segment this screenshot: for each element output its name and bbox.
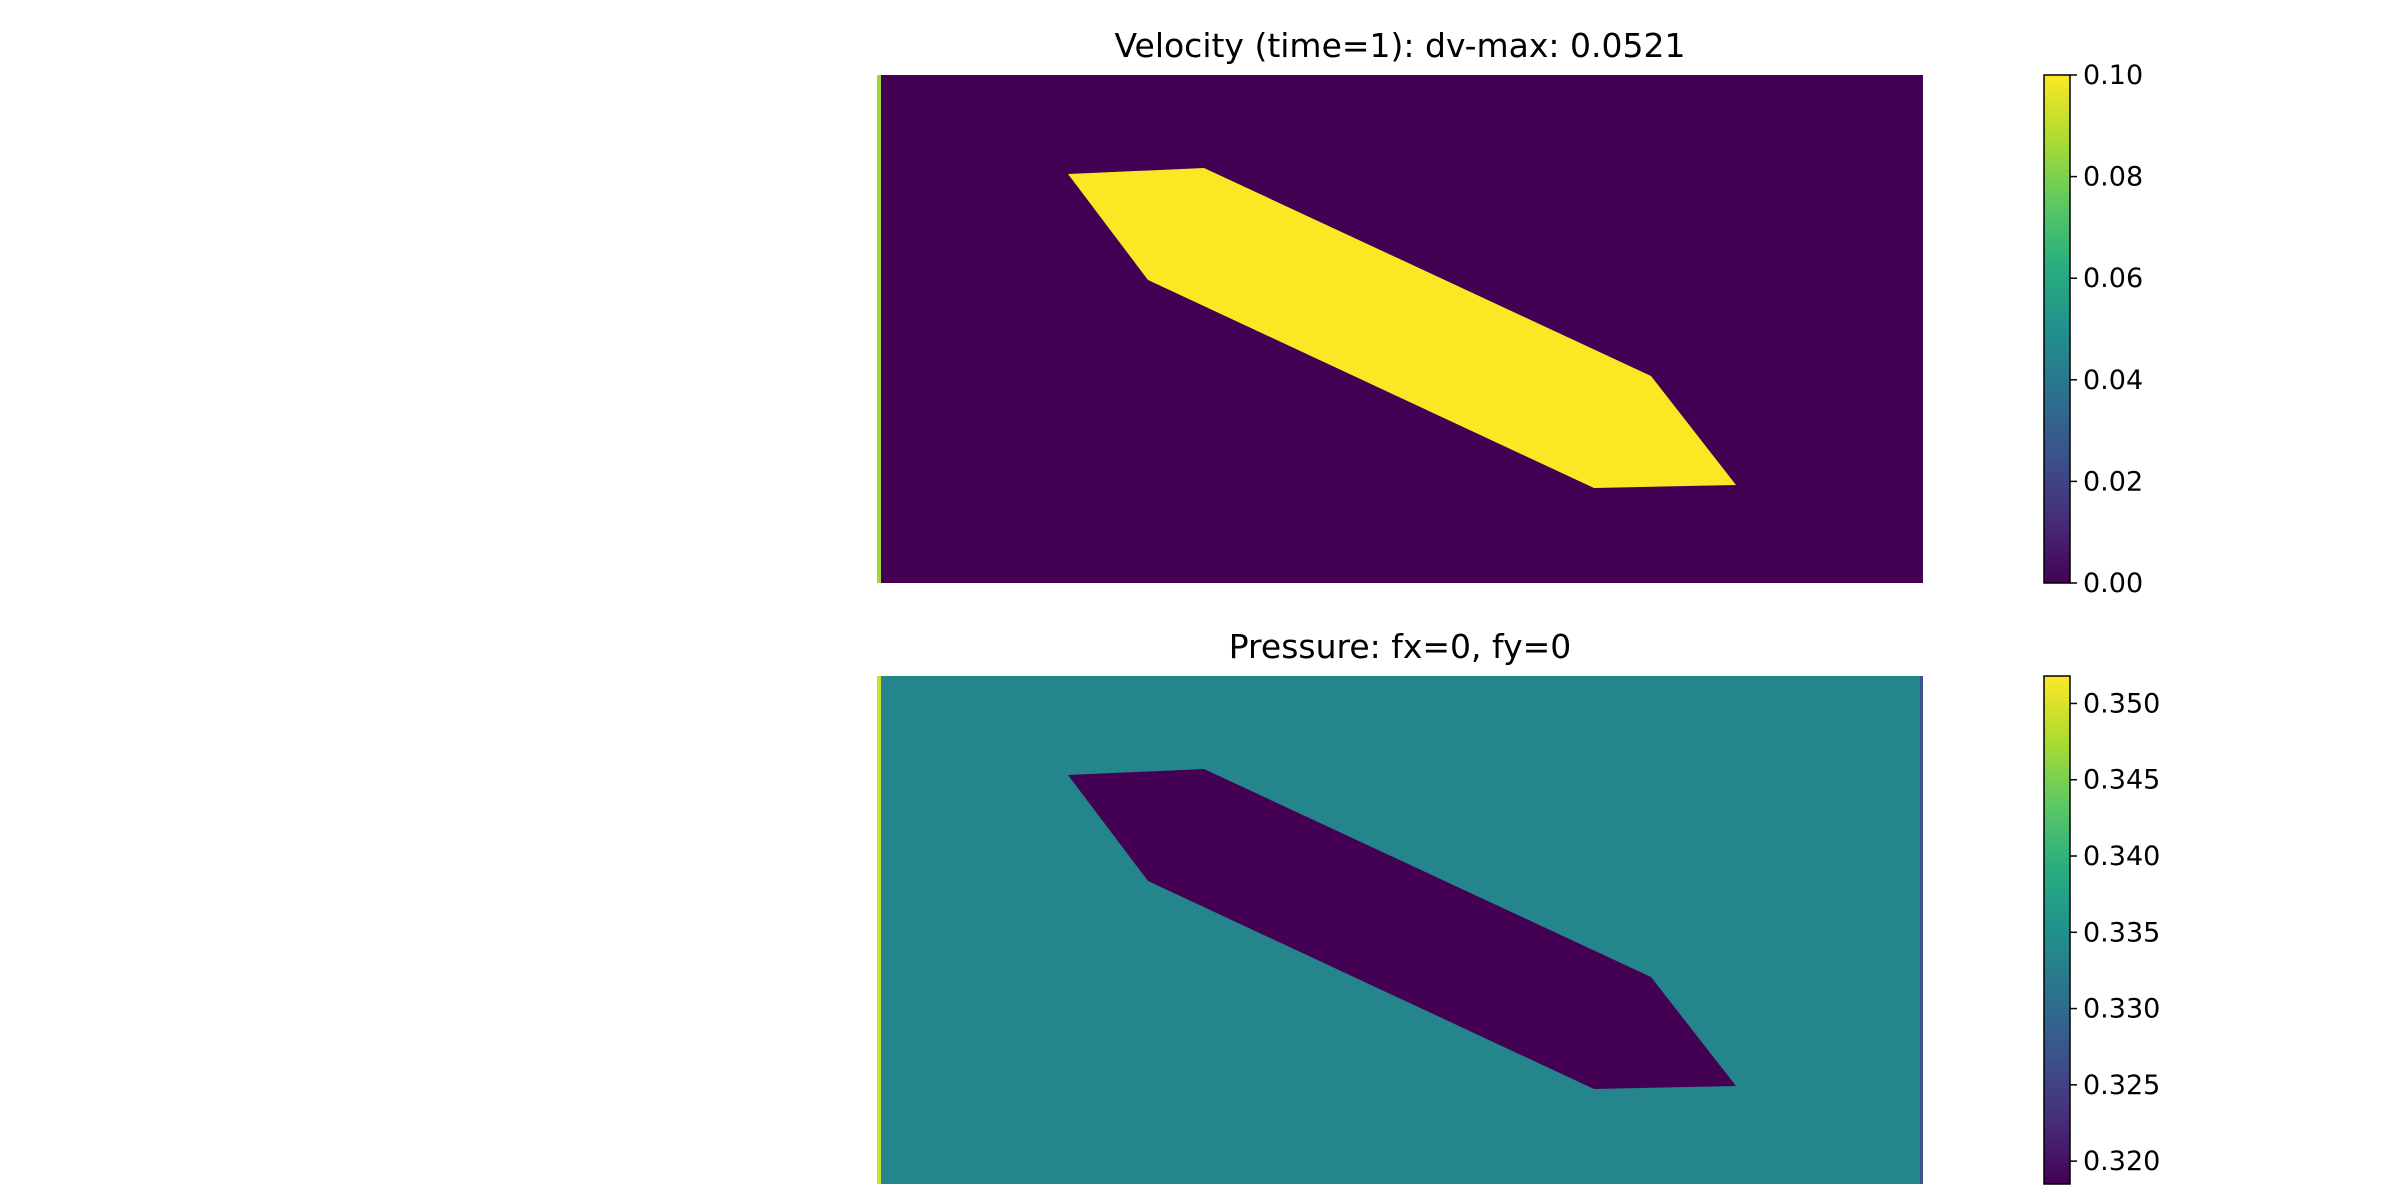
pressure-colorbar-frame <box>2043 675 2071 1185</box>
pressure-colorbar-fill <box>2044 676 2070 1184</box>
velocity-colorbar-tick-label: 0.00 <box>2083 568 2143 599</box>
pressure-colorbar-tick-label: 0.325 <box>2083 1070 2160 1101</box>
velocity-colorbar-tick-label: 0.06 <box>2083 263 2143 294</box>
velocity-colorbar: 0.00 0.02 0.04 0.06 0.08 0.10 <box>2043 60 2143 599</box>
pressure-colorbar-tick-label: 0.350 <box>2083 688 2160 719</box>
pressure-heatmap <box>877 676 1923 1184</box>
pressure-title: Pressure: fx=0, fy=0 <box>1229 627 1572 666</box>
pressure-colorbar-tick-label: 0.330 <box>2083 994 2160 1025</box>
pressure-colorbar-tick-label: 0.335 <box>2083 917 2160 948</box>
pressure-inlet-edge <box>877 676 881 1184</box>
velocity-colorbar-fill <box>2044 75 2070 583</box>
velocity-colorbar-tick-label: 0.02 <box>2083 466 2143 497</box>
velocity-colorbar-tick-label: 0.08 <box>2083 162 2143 193</box>
pressure-colorbar: 0.320 0.325 0.330 0.335 0.340 0.345 0.350 <box>2043 675 2160 1185</box>
pressure-colorbar-tick-label: 0.345 <box>2083 765 2160 796</box>
velocity-panel: Velocity (time=1): dv-max: 0.0521 0.000.… <box>877 26 2143 599</box>
velocity-colorbar-tick-label: 0.04 <box>2083 365 2143 396</box>
velocity-inlet-edge <box>877 75 881 583</box>
pressure-obstacle <box>1068 769 1736 1089</box>
velocity-colorbar-ticks: 0.00 0.02 0.04 0.06 0.08 0.10 <box>2070 60 2143 599</box>
velocity-obstacle <box>1068 168 1736 488</box>
velocity-heatmap <box>877 75 1923 583</box>
velocity-title: Velocity (time=1): dv-max: 0.0521 <box>1115 26 1686 65</box>
velocity-colorbar-frame <box>2043 74 2071 584</box>
pressure-colorbar-tick-label: 0.340 <box>2083 841 2160 872</box>
pressure-colorbar-tick-label: 0.320 <box>2083 1146 2160 1177</box>
pressure-panel: Pressure: fx=0, fy=0 0.320 0.325 0.330 0.33… <box>877 627 2160 1185</box>
pressure-outlet-edge <box>1920 676 1923 1184</box>
pressure-colorbar-ticks: 0.320 0.325 0.330 0.335 0.340 0.345 0.350 <box>2070 688 2160 1177</box>
velocity-colorbar-tick-label: 0.10 <box>2083 60 2143 91</box>
